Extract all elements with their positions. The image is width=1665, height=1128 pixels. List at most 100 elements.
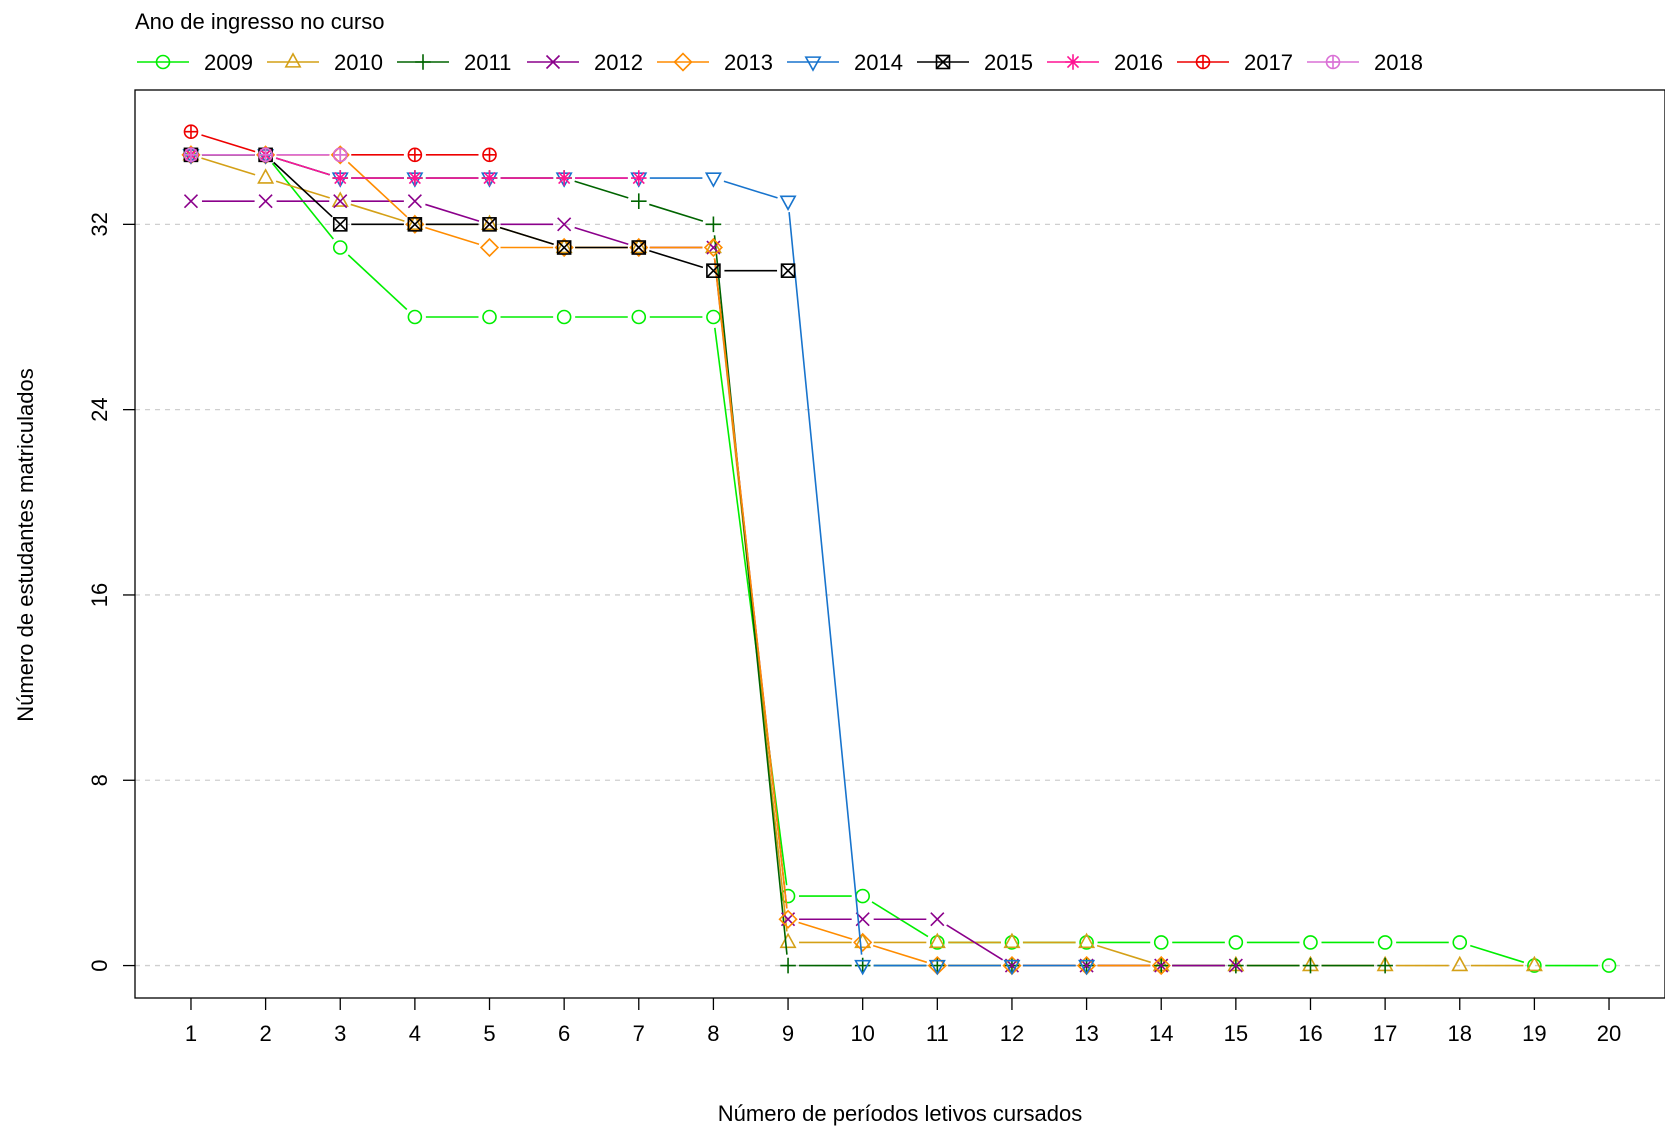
data-point [928,932,946,949]
y-tick-label: 32 [87,212,112,236]
legend-marker [935,54,951,70]
data-point [1228,935,1244,950]
data-point [780,957,796,974]
legend-item: 2011 [397,50,511,75]
data-point [631,309,647,325]
legend-marker [673,52,693,72]
data-point [1228,958,1243,973]
x-tick-label: 3 [334,1021,346,1046]
x-tick-label: 6 [558,1021,570,1046]
legend-marker [415,54,431,70]
series-line-segment [350,203,405,222]
data-point [854,959,872,976]
x-tick-label: 4 [409,1021,421,1046]
data-point [855,888,870,904]
data-point [630,193,647,209]
series-line-segment [425,226,480,246]
legend-item: 2017 [1177,50,1293,75]
series-line-segment [946,924,1004,961]
legend-item: 2015 [917,50,1033,75]
x-tick-label: 16 [1298,1021,1322,1046]
x-tick-label: 15 [1224,1021,1248,1046]
series-line-segment [201,134,256,153]
series-line-segment [275,157,330,176]
series-2014 [182,149,1096,976]
legend-label: 2015 [984,50,1033,75]
data-point [557,217,572,232]
data-point [405,214,425,234]
data-point [481,170,498,186]
data-point [258,194,273,209]
data-point [779,932,797,949]
series-line-segment [1470,944,1525,964]
series-line-segment [347,254,408,311]
series-line-segment [649,203,704,222]
data-point [629,237,649,258]
data-point [556,309,572,325]
legend-label: 2011 [464,50,511,75]
data-point [780,263,796,278]
data-point [556,170,572,186]
data-point [704,237,722,254]
legend-label: 2018 [1374,50,1423,75]
legend-label: 2017 [1244,50,1293,75]
series-line-segment [273,161,333,218]
legend-label: 2010 [334,50,383,75]
series-line-segment [1096,944,1151,964]
legend-item: 2016 [1047,50,1163,75]
legend-marker [284,52,302,68]
legend-item: 2009 [137,50,253,75]
x-tick-label: 8 [707,1021,719,1046]
plot-frame [134,89,1665,999]
data-point [183,147,199,163]
series-line-segment [499,226,554,246]
data-point [332,240,348,255]
series-line-segment [574,226,629,246]
series-line-segment [872,944,928,964]
series-line-segment [574,180,629,199]
data-point [928,959,946,976]
x-tick-label: 18 [1448,1021,1472,1046]
legend-item: 2018 [1307,50,1423,75]
data-point [479,237,500,258]
data-point [703,237,723,258]
series-2013 [181,145,1171,976]
data-point [1601,958,1617,973]
data-point [631,240,647,255]
y-tick-label: 16 [87,583,112,607]
data-point [854,932,872,949]
data-point [554,237,574,258]
x-tick-label: 2 [259,1021,271,1046]
data-point [778,909,798,929]
legend-marker [545,54,561,70]
x-tick-label: 12 [1000,1021,1024,1046]
legend-label: 2014 [854,50,903,75]
data-point [630,170,647,186]
legend-marker [804,56,822,72]
series-group [181,124,1617,976]
x-tick-label: 13 [1074,1021,1098,1046]
data-point [482,217,497,232]
legend-marker [1065,54,1081,70]
legend-label: 2012 [594,50,643,75]
legend-title: Ano de ingresso no curso [135,9,385,34]
data-point [779,195,797,211]
legend-label: 2016 [1114,50,1163,75]
x-tick-label: 20 [1597,1021,1621,1046]
y-tick-label: 24 [87,397,112,421]
data-point [1303,935,1318,950]
x-tick-label: 9 [782,1021,794,1046]
data-point [1003,959,1021,976]
data-point [1377,935,1393,950]
data-point [1451,955,1469,972]
data-point [183,124,199,139]
data-point [407,309,423,325]
y-tick-label: 8 [87,774,112,786]
data-point [705,216,722,233]
legend-item: 2013 [657,50,773,75]
data-point [482,309,497,325]
data-point [257,168,275,184]
legend-label: 2013 [724,50,773,75]
data-point [1153,935,1169,950]
